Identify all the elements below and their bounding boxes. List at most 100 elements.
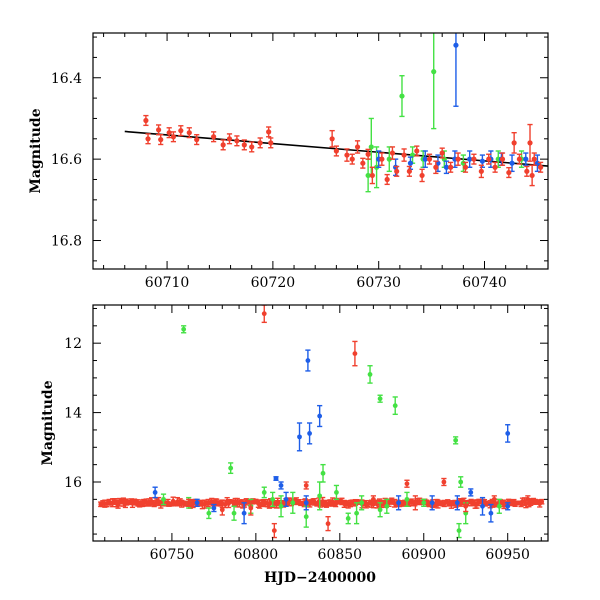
red-point (329, 129, 335, 148)
red-point (433, 160, 439, 175)
red-point (266, 126, 272, 138)
red-point (441, 477, 447, 487)
green-point (333, 484, 340, 501)
red-point (145, 133, 151, 145)
green-point (278, 495, 284, 518)
green-point (496, 498, 502, 514)
top-panel-data (124, 33, 548, 193)
green-point (228, 462, 234, 475)
red-point (325, 516, 331, 532)
bottom-y-axis-title: Magnitude (40, 380, 56, 465)
green-point (386, 146, 392, 173)
top-panel-ticks: 60710 60720 60730 60740 16.4 16.6 16.8 (51, 33, 549, 291)
x-tick-label: 60720 (251, 275, 296, 291)
red-point (349, 153, 355, 165)
red-point (257, 137, 263, 149)
green-point (404, 491, 410, 507)
red-point (352, 340, 358, 367)
red-point (455, 152, 461, 166)
red-point (525, 495, 531, 504)
bottom-panel-ticks: 60750 60800 60850 60900 60950 12 14 16 (64, 305, 548, 563)
blue-point (296, 422, 303, 452)
green-point (261, 486, 267, 499)
x-tick-label: 60950 (485, 547, 530, 563)
blue-point (505, 502, 511, 511)
green-point (353, 502, 360, 525)
blue-point (468, 488, 474, 497)
green-point (392, 396, 398, 416)
red-point (394, 165, 400, 177)
red-point (158, 134, 164, 146)
blue-point (283, 491, 289, 507)
blue-point (505, 424, 511, 443)
red-point (248, 500, 254, 516)
red-point (471, 153, 477, 165)
red-point (419, 168, 425, 183)
red-point (226, 133, 233, 145)
red-point (412, 495, 418, 511)
blue-point (305, 349, 311, 372)
red-point (369, 166, 375, 185)
red-point (354, 140, 361, 154)
red-point (271, 522, 277, 539)
green-point (270, 491, 276, 507)
red-point (170, 131, 177, 143)
green-point (377, 394, 383, 403)
green-point (453, 436, 459, 445)
blue-point (317, 404, 323, 428)
blue-point (194, 498, 200, 507)
red-point (463, 500, 469, 513)
red-point (492, 161, 498, 173)
red-point (478, 164, 484, 179)
baseline-point (523, 500, 529, 509)
red-point (486, 153, 492, 165)
red-point (211, 131, 217, 143)
blue-point (273, 476, 279, 481)
x-tick-label: 60750 (150, 547, 195, 563)
red-point (156, 124, 162, 136)
top-panel-zoom: 60710 60720 60730 60740 16.4 16.6 16.8 Magnitu… (28, 32, 549, 291)
blue-point (479, 496, 486, 516)
green-point (431, 33, 437, 130)
red-point (384, 173, 390, 186)
blue-point (454, 495, 460, 511)
blue-point (303, 495, 309, 511)
red-point (511, 131, 517, 154)
red-point (370, 495, 376, 504)
red-point (178, 125, 184, 137)
x-tick-label: 60900 (401, 547, 446, 563)
baseline-point (539, 498, 545, 505)
green-point (367, 365, 373, 384)
green-point (384, 498, 390, 514)
red-point (166, 127, 172, 139)
blue-point (241, 502, 247, 525)
green-point (290, 491, 296, 514)
red-point (143, 114, 149, 127)
y-tick-label: 16.4 (51, 71, 82, 87)
green-point (181, 325, 187, 334)
red-point (249, 141, 255, 153)
red-point (529, 164, 535, 187)
red-point (194, 134, 200, 146)
red-point (186, 498, 192, 507)
blue-point (443, 160, 450, 175)
blue-point (211, 503, 217, 513)
green-point (359, 495, 365, 511)
blue-point (488, 503, 494, 523)
red-point (261, 305, 267, 324)
blue-point (479, 154, 485, 168)
blue-point (523, 152, 529, 166)
red-point (234, 135, 240, 147)
blue-point (152, 486, 158, 499)
green-point (458, 476, 464, 488)
blue-point (306, 422, 313, 445)
red-point (448, 161, 454, 173)
green-point (231, 505, 237, 521)
x-tick-label: 60850 (318, 547, 363, 563)
red-point (426, 153, 433, 165)
green-point (160, 493, 167, 506)
red-point (379, 152, 385, 166)
green-point (399, 75, 405, 118)
blue-point (278, 481, 284, 490)
